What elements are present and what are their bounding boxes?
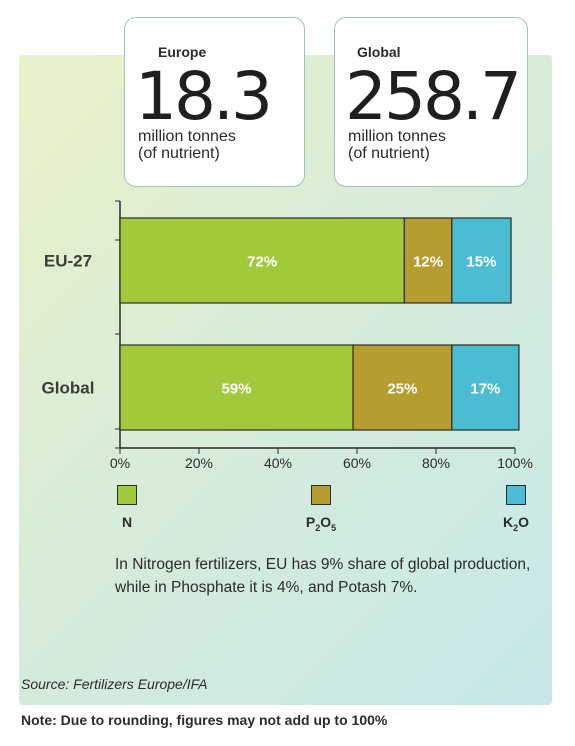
category-label: Global	[42, 379, 95, 398]
x-tick-label: 0%	[110, 455, 130, 471]
legend-label: N	[121, 514, 133, 530]
x-tick-label: 60%	[343, 455, 371, 471]
global-stat-card: Global 258.7 million tonnes (of nutrient…	[334, 17, 528, 187]
x-tick-label: 100%	[497, 455, 533, 471]
legend-item: P2O5	[291, 485, 351, 533]
legend-item: K2O	[486, 485, 546, 533]
bar-segment	[451, 217, 512, 304]
data-label: 17%	[470, 381, 500, 398]
footnote: Note: Due to rounding, figures may not a…	[21, 712, 388, 728]
bar-segment	[352, 344, 453, 431]
bar-segment	[119, 344, 354, 431]
source-text: Source: Fertilizers Europe/IFA	[21, 676, 208, 692]
stat-value: 18.3	[135, 58, 273, 135]
bar-segment	[403, 217, 453, 304]
data-label: 12%	[413, 254, 443, 271]
legend-label: K2O	[502, 514, 530, 533]
note-text: In Nitrogen fertilizers, EU has 9% share…	[115, 556, 531, 596]
x-tick-label: 20%	[185, 455, 213, 471]
data-label: 59%	[222, 381, 252, 398]
category-label: EU-27	[44, 252, 92, 271]
legend-label: P2O5	[305, 514, 337, 533]
x-tick-label: 80%	[422, 455, 450, 471]
stat-unit-sub: (of nutrient)	[348, 145, 430, 162]
stat-region: Europe	[158, 44, 207, 60]
stat-value: 258.7	[345, 58, 522, 135]
legend-swatch	[311, 485, 331, 505]
bar-segment	[119, 217, 405, 304]
stat-unit: million tonnes	[138, 128, 236, 145]
stat-unit-sub: (of nutrient)	[138, 145, 220, 162]
legend-swatch	[117, 485, 137, 505]
data-label: 15%	[466, 254, 496, 271]
legend-item: N	[97, 485, 157, 530]
bar-segment	[451, 344, 520, 431]
europe-stat-card: Europe 18.3 million tonnes (of nutrient)	[124, 17, 305, 187]
x-tick-label: 40%	[264, 455, 292, 471]
data-label: 72%	[247, 254, 277, 271]
stat-unit: million tonnes	[348, 128, 446, 145]
legend-swatch	[506, 485, 526, 505]
stat-region: Global	[357, 44, 401, 60]
data-label: 25%	[387, 381, 417, 398]
